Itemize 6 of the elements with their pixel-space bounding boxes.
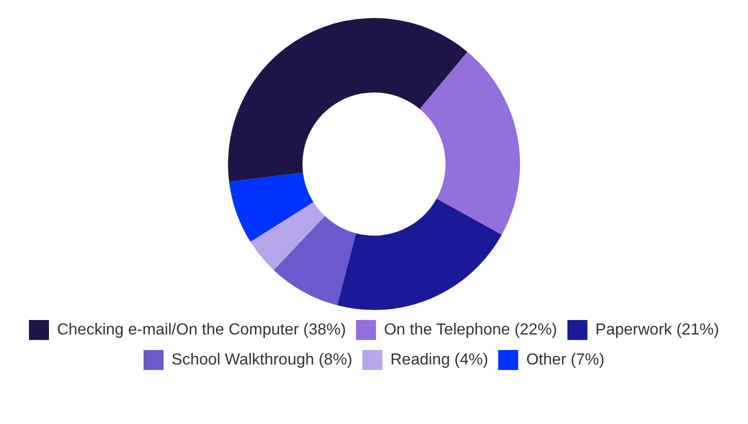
legend-label: Checking e-mail/On the Computer (38%) bbox=[56, 321, 346, 338]
legend-label: Other (7%) bbox=[526, 351, 604, 368]
legend-label: On the Telephone (22%) bbox=[384, 321, 558, 338]
legend-label: Paperwork (21%) bbox=[595, 321, 720, 338]
legend-label: School Walkthrough (8%) bbox=[172, 351, 352, 368]
legend-label: Reading (4%) bbox=[390, 351, 488, 368]
